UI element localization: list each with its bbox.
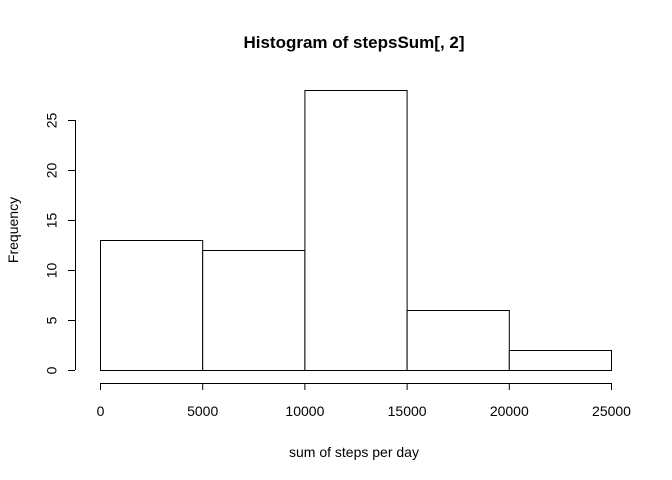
y-tick-label-4: 20 bbox=[44, 163, 60, 179]
y-tick-label-0: 0 bbox=[44, 366, 60, 374]
x-tick-label-4: 20000 bbox=[490, 403, 529, 419]
histogram-bar-4 bbox=[508, 350, 612, 371]
x-axis-label: sum of steps per day bbox=[289, 444, 419, 460]
histogram-bar-0 bbox=[100, 240, 204, 371]
histogram-bar-2 bbox=[304, 90, 408, 371]
bars-group bbox=[100, 90, 612, 371]
x-tick-label-3: 15000 bbox=[388, 403, 427, 419]
x-axis: 0 5000 10000 15000 20000 25000 bbox=[97, 383, 631, 419]
x-tick-label-2: 10000 bbox=[285, 403, 324, 419]
chart-title: Histogram of stepsSum[, 2] bbox=[243, 33, 464, 52]
y-axis: 0 5 10 15 20 25 bbox=[44, 113, 76, 374]
x-tick-label-1: 5000 bbox=[187, 403, 218, 419]
y-tick-label-1: 5 bbox=[44, 316, 60, 324]
histogram-bar-1 bbox=[202, 250, 306, 371]
y-tick-label-3: 15 bbox=[44, 213, 60, 229]
y-tick-label-2: 10 bbox=[44, 263, 60, 279]
y-tick-label-5: 25 bbox=[44, 113, 60, 129]
x-tick-label-5: 25000 bbox=[592, 403, 631, 419]
histogram-bar-3 bbox=[406, 310, 510, 371]
x-tick-label-0: 0 bbox=[97, 403, 105, 419]
y-axis-label: Frequency bbox=[5, 197, 21, 263]
